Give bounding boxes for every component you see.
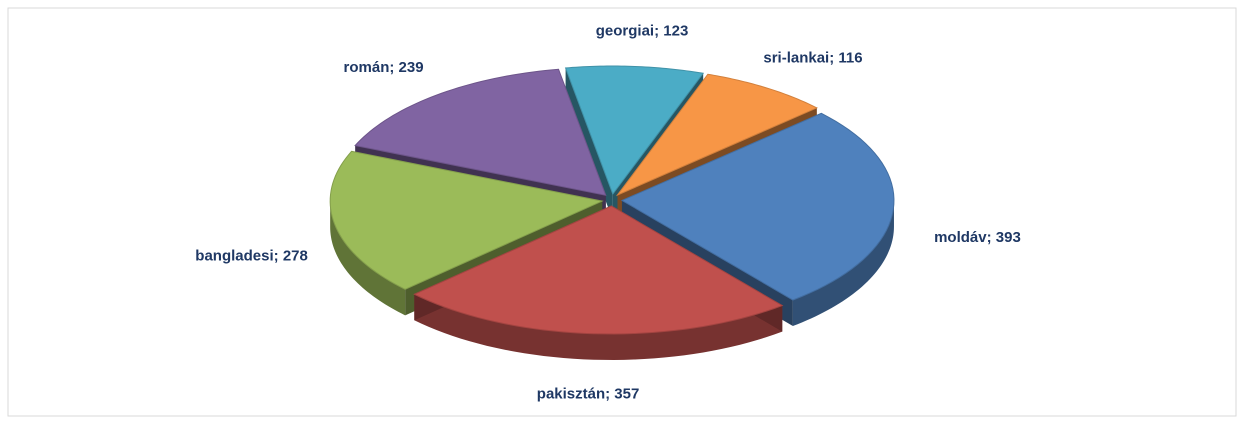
data-label: georgiai; 123 bbox=[596, 23, 689, 40]
slice-side bbox=[792, 200, 894, 327]
data-label: sri-lankai; 116 bbox=[763, 50, 862, 67]
data-label: pakisztán; 357 bbox=[537, 386, 640, 403]
slice-top bbox=[564, 65, 705, 196]
slice-side bbox=[330, 201, 406, 316]
data-label: bangladesi; 278 bbox=[195, 247, 308, 264]
data-label: moldáv; 393 bbox=[934, 229, 1021, 246]
slice-side bbox=[414, 294, 783, 360]
slice-top bbox=[413, 205, 784, 335]
slice-top bbox=[620, 112, 895, 301]
slice bbox=[413, 205, 784, 360]
slice-top bbox=[354, 68, 607, 196]
slice-top bbox=[615, 73, 819, 197]
data-label: román; 239 bbox=[344, 59, 424, 76]
slice-top bbox=[329, 150, 604, 290]
